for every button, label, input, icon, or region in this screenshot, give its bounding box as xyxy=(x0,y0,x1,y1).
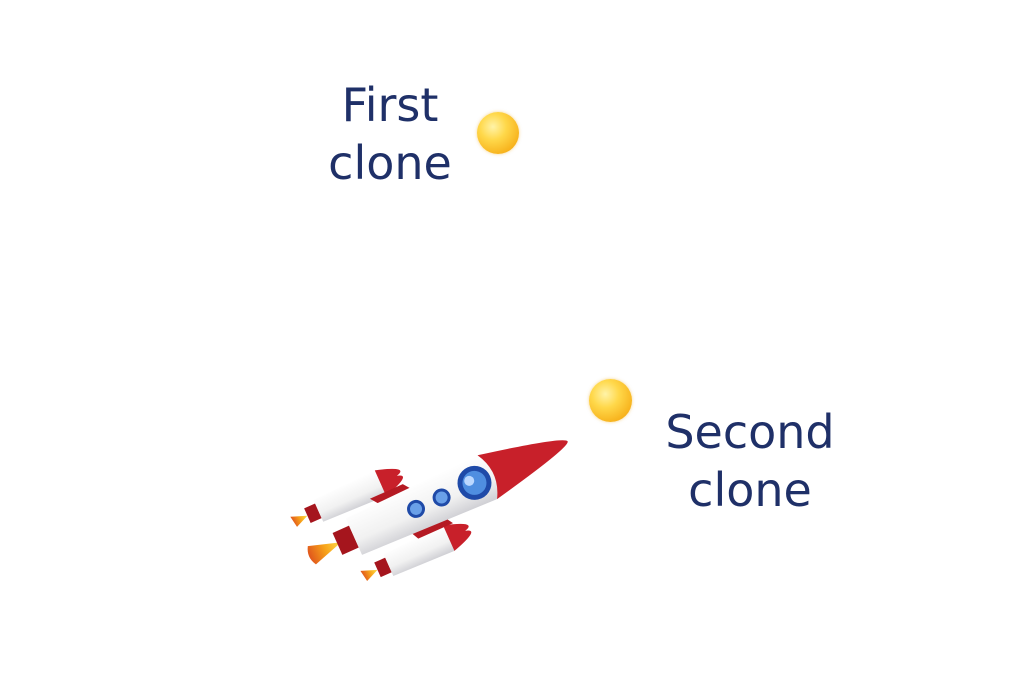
nose-cone xyxy=(477,440,568,500)
upper-booster xyxy=(290,468,404,527)
first-clone-label-line-1: First xyxy=(341,78,439,132)
first-clone-label-line-2: clone xyxy=(328,136,452,190)
second-clone-ball-icon[interactable] xyxy=(589,379,632,422)
first-clone-ball-icon[interactable] xyxy=(477,112,519,154)
second-clone-label-line-1: Second xyxy=(665,405,835,459)
lower-booster xyxy=(360,523,472,582)
main-flame-icon xyxy=(307,542,342,565)
rocket-icon[interactable] xyxy=(290,400,580,590)
first-clone-label: First clone xyxy=(300,76,480,192)
second-clone-label: Second clone xyxy=(640,403,860,519)
second-clone-label-line-2: clone xyxy=(688,463,812,517)
